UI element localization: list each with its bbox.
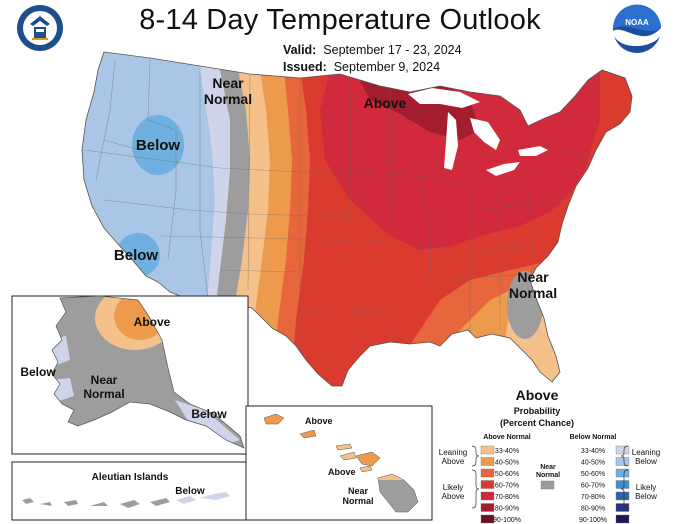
- legend-below-swatch-1: [615, 457, 630, 466]
- legend-below-swatch-2: [615, 468, 630, 478]
- legend-above-swatch-4: [480, 491, 495, 501]
- legend-above-header: Above Normal: [483, 434, 531, 441]
- legend-near-normal-2: Normal: [536, 472, 560, 479]
- legend-near-normal-swatch: [540, 480, 555, 490]
- aleutian-title: Aleutian Islands: [92, 472, 169, 483]
- label-near-normal-alaska-1: Near: [91, 373, 118, 387]
- legend-likely-above-1: Likely: [443, 483, 463, 492]
- valid-line: Valid: September 17 - 23, 2024: [283, 43, 462, 57]
- label-near-normal-southeast-1: Near: [517, 269, 549, 285]
- legend-above-label-4: 70-80%: [495, 494, 519, 501]
- label-near-normal-hawaii-2: Normal: [342, 496, 373, 506]
- legend-above-label-2: 50-60%: [495, 471, 519, 478]
- label-below-aleutian: Below: [175, 486, 205, 497]
- legend-leaning-above-2: Above: [442, 457, 465, 466]
- legend-above-swatch-3: [480, 480, 495, 489]
- legend-below-swatch-3: [615, 480, 630, 489]
- commerce-seal-icon: [17, 5, 63, 51]
- noaa-logo-text: NOAA: [625, 18, 649, 27]
- state-borders: [83, 59, 621, 360]
- legend-below-swatch-5: [615, 503, 630, 512]
- legend-below-label-0: 33-40%: [581, 448, 605, 455]
- legend-above-label-3: 60-70%: [495, 483, 519, 490]
- legend-title: Above: [516, 387, 559, 403]
- label-above-alaska: Above: [134, 315, 171, 329]
- great-lakes: [408, 88, 548, 176]
- legend-subtitle: Probability: [514, 406, 561, 416]
- legend-above-swatch-6: [480, 514, 495, 524]
- label-near-normal-southeast-2: Normal: [509, 285, 557, 301]
- label-above-great-lakes: Above: [364, 95, 407, 111]
- legend-likely-above-2: Above: [442, 492, 465, 501]
- legend-below-label-4: 70-80%: [581, 494, 605, 501]
- legend-likely-below-2: Below: [635, 492, 657, 501]
- issued-line: Issued: September 9, 2024: [283, 60, 440, 74]
- label-near-normal-west-2: Normal: [204, 91, 252, 107]
- legend-leaning-below-1: Leaning: [632, 448, 660, 457]
- legend-below-label-3: 60-70%: [581, 483, 605, 490]
- label-below-northwest: Below: [136, 137, 181, 154]
- label-below-alaska-panhandle: Below: [191, 407, 227, 421]
- valid-dates: September 17 - 23, 2024: [323, 43, 462, 57]
- aleutian-inset-frame: [11, 461, 249, 521]
- page-title: 8-14 Day Temperature Outlook: [139, 4, 541, 36]
- aleutian-islands: [22, 492, 230, 508]
- legend-leaning-below-2: Below: [635, 457, 657, 466]
- legend-below-label-6: 90-100%: [579, 517, 607, 524]
- legend-below-swatch-4: [615, 491, 630, 501]
- legend-likely-below-1: Likely: [636, 483, 656, 492]
- legend-above-label-1: 40-50%: [495, 460, 519, 467]
- label-below-southwest: Below: [114, 247, 159, 264]
- legend-leaning-above-1: Leaning: [439, 448, 467, 457]
- label-near-normal-west-1: Near: [212, 75, 244, 91]
- legend-below-swatch-0: [615, 445, 630, 455]
- legend-below-label-5: 80-90%: [581, 506, 605, 513]
- noaa-icon: NOAA: [612, 4, 661, 53]
- valid-label: Valid:: [283, 43, 317, 57]
- legend-above-swatch-2: [480, 468, 495, 478]
- legend-above-label-5: 80-90%: [495, 506, 519, 513]
- legend-below-header: Below Normal: [570, 434, 617, 441]
- legend-above-swatch-1: [480, 457, 495, 466]
- label-above-hawaii-2: Above: [328, 467, 356, 477]
- legend-above-label-0: 33-40%: [495, 448, 519, 455]
- label-below-alaska-west: Below: [20, 365, 56, 379]
- legend-below-label-1: 40-50%: [581, 460, 605, 467]
- label-near-normal-hawaii-1: Near: [348, 486, 369, 496]
- legend-above-swatch-0: [480, 445, 495, 455]
- label-above-hawaii-1: Above: [305, 416, 333, 426]
- legend-subtitle-2: (Percent Chance): [500, 418, 574, 428]
- legend-above-swatch-5: [480, 503, 495, 512]
- legend: Above Probability (Percent Chance) Above…: [439, 387, 660, 524]
- label-near-normal-alaska-2: Normal: [83, 387, 124, 401]
- legend-below-label-2: 50-60%: [581, 471, 605, 478]
- legend-below-swatch-6: [615, 514, 630, 524]
- legend-above-label-6: 90-100%: [493, 517, 521, 524]
- issued-label: Issued:: [283, 60, 327, 74]
- issued-date: September 9, 2024: [333, 60, 441, 74]
- legend-near-normal-1: Near: [540, 464, 556, 471]
